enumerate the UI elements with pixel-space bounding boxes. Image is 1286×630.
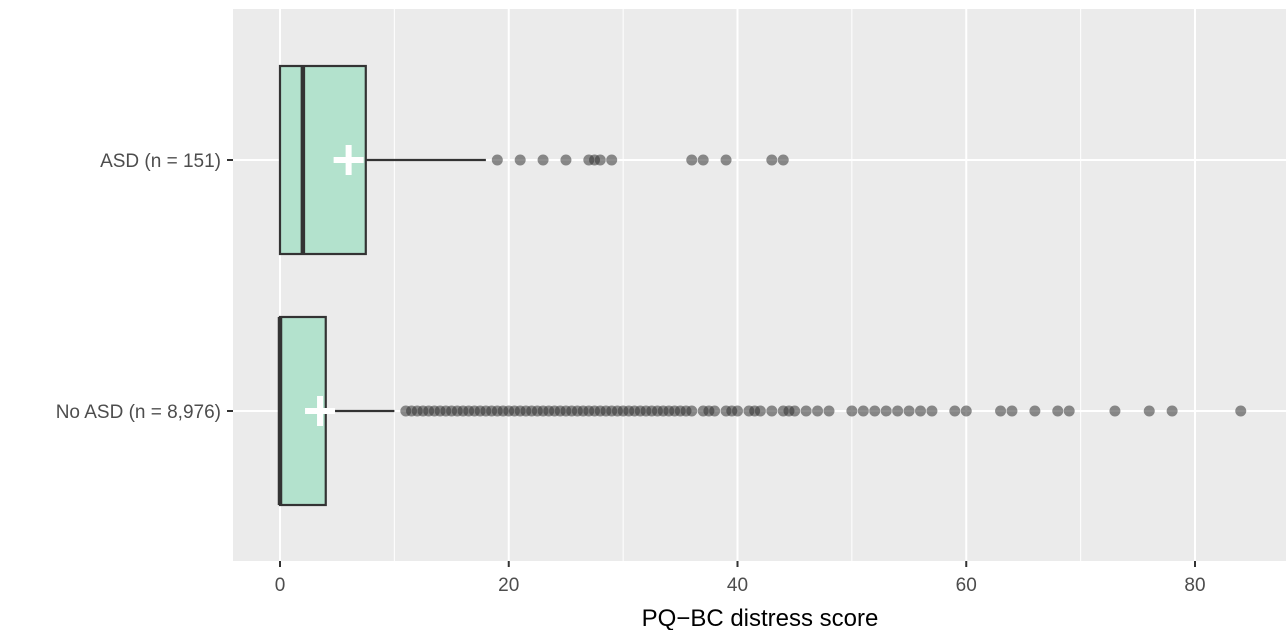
- outlier-point: [846, 405, 858, 417]
- box-group: [277, 315, 1247, 507]
- outlier-point: [960, 405, 972, 417]
- x-tick-label: 0: [275, 575, 286, 596]
- x-tick-label: 60: [956, 575, 977, 596]
- outlier-point: [1006, 405, 1018, 417]
- outlier-point: [537, 154, 549, 166]
- outlier-point: [892, 405, 904, 417]
- outlier-point: [800, 405, 812, 417]
- outlier-point: [686, 154, 698, 166]
- outlier-point: [995, 405, 1007, 417]
- outlier-point: [915, 405, 926, 417]
- outlier-point: [812, 405, 824, 417]
- outlier-point: [1143, 405, 1155, 417]
- outlier-point: [1109, 405, 1121, 417]
- outlier-point: [732, 405, 743, 417]
- outlier-point: [1235, 405, 1247, 417]
- outlier-point: [720, 154, 732, 166]
- y-tick-label: No ASD (n = 8,976): [56, 402, 221, 423]
- outlier-point: [594, 154, 606, 166]
- outlier-point: [766, 405, 778, 417]
- outlier-point: [709, 405, 721, 417]
- outlier-point: [1052, 405, 1064, 417]
- box-group: [278, 64, 789, 256]
- outlier-point: [1063, 405, 1075, 417]
- x-tick-label: 80: [1184, 575, 1205, 596]
- outlier-point: [789, 405, 801, 417]
- outlier-point: [869, 405, 881, 417]
- outlier-point: [1029, 405, 1041, 417]
- outlier-point: [777, 154, 789, 166]
- outlier-point: [514, 154, 526, 166]
- outlier-point: [823, 405, 835, 417]
- outlier-point: [926, 405, 938, 417]
- outlier-point: [606, 154, 618, 166]
- x-tick-label: 20: [498, 575, 519, 596]
- outlier-point: [697, 154, 709, 166]
- x-axis-title: PQ−BC distress score: [642, 605, 879, 630]
- outlier-point: [857, 405, 869, 417]
- axes: 0 20 40 60 80 ASD (n = 151) No ASD (n = 8,976): [56, 151, 1206, 596]
- y-tick-label: ASD (n = 151): [100, 151, 221, 172]
- outlier-point: [903, 405, 915, 417]
- box-layer: [277, 64, 1247, 507]
- plot-panel: [233, 9, 1286, 561]
- outlier-point: [686, 405, 698, 417]
- outlier-point: [1166, 405, 1178, 417]
- outlier-point: [491, 154, 503, 166]
- outlier-point: [766, 154, 778, 166]
- outlier-point: [754, 405, 766, 417]
- outlier-point: [560, 154, 572, 166]
- outlier-point: [880, 405, 892, 417]
- x-tick-label: 40: [727, 575, 748, 596]
- outlier-point: [949, 405, 961, 417]
